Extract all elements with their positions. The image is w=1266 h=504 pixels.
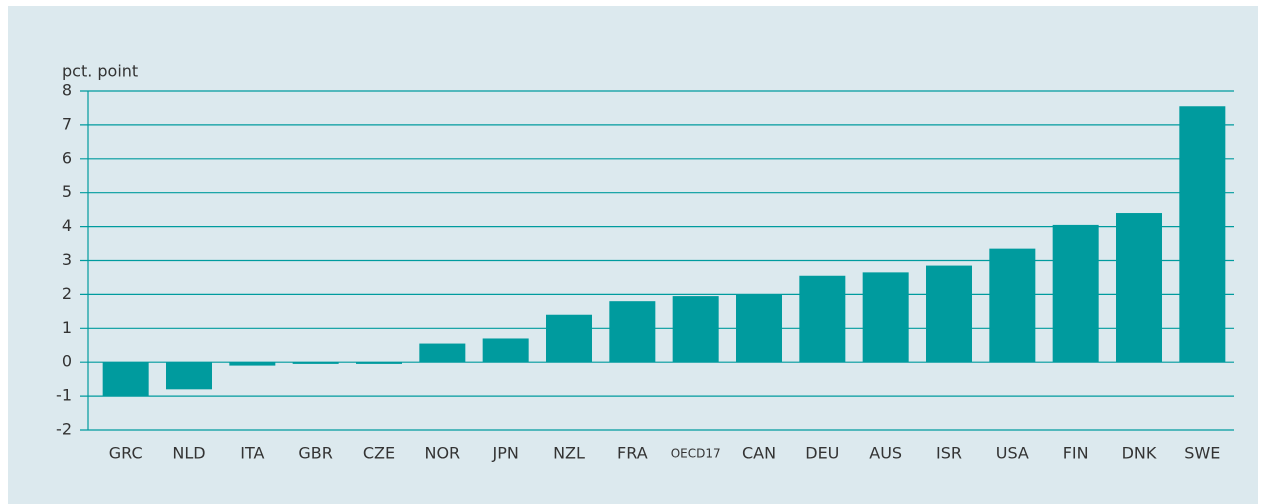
y-axis-label: pct. point [62, 62, 138, 81]
x-tick-label: CZE [363, 444, 395, 463]
y-tick-label: -1 [56, 386, 72, 405]
y-tick-label: 3 [62, 250, 72, 269]
bar [356, 362, 402, 364]
bar [229, 362, 276, 366]
x-tick-label: ISR [936, 444, 962, 463]
x-tick-label: JPN [491, 444, 518, 463]
x-tick-label: OECD17 [671, 447, 721, 461]
bar [1052, 224, 1099, 363]
x-tick-label: USA [996, 444, 1029, 463]
bar [799, 275, 846, 363]
bar [1116, 213, 1162, 363]
bar [736, 294, 782, 363]
chart-background [8, 6, 1258, 504]
y-tick-label: 7 [62, 114, 72, 133]
x-tick-label: SWE [1184, 444, 1220, 463]
y-tick-label: -2 [56, 420, 72, 439]
x-tick-label: FIN [1063, 444, 1089, 463]
x-tick-label: AUS [869, 444, 902, 463]
bar [609, 301, 656, 363]
x-tick-label: GRC [109, 444, 143, 463]
y-tick-label: 1 [62, 318, 72, 337]
bar [926, 265, 972, 363]
x-tick-label: NZL [553, 444, 585, 463]
bar [989, 248, 1036, 363]
bar [166, 362, 212, 390]
bar [102, 362, 149, 397]
y-tick-label: 5 [62, 182, 72, 201]
bar [1179, 106, 1226, 363]
y-tick-label: 8 [62, 81, 72, 100]
x-tick-label: ITA [240, 444, 264, 463]
x-tick-label: FRA [617, 444, 648, 463]
x-tick-label: CAN [742, 444, 776, 463]
y-tick-label: 2 [62, 284, 72, 303]
x-tick-label: DEU [805, 444, 839, 463]
bar [546, 314, 592, 363]
bar [419, 343, 466, 363]
y-tick-label: 0 [62, 352, 72, 371]
y-tick-label: 6 [62, 148, 72, 167]
x-tick-label: NOR [424, 444, 460, 463]
x-tick-label: DNK [1122, 444, 1157, 463]
bar [482, 338, 529, 363]
y-tick-label: 4 [62, 216, 72, 235]
x-tick-label: NLD [172, 444, 205, 463]
bar [292, 362, 339, 364]
bar [862, 272, 909, 363]
bar [672, 296, 719, 363]
x-tick-label: GBR [298, 444, 333, 463]
